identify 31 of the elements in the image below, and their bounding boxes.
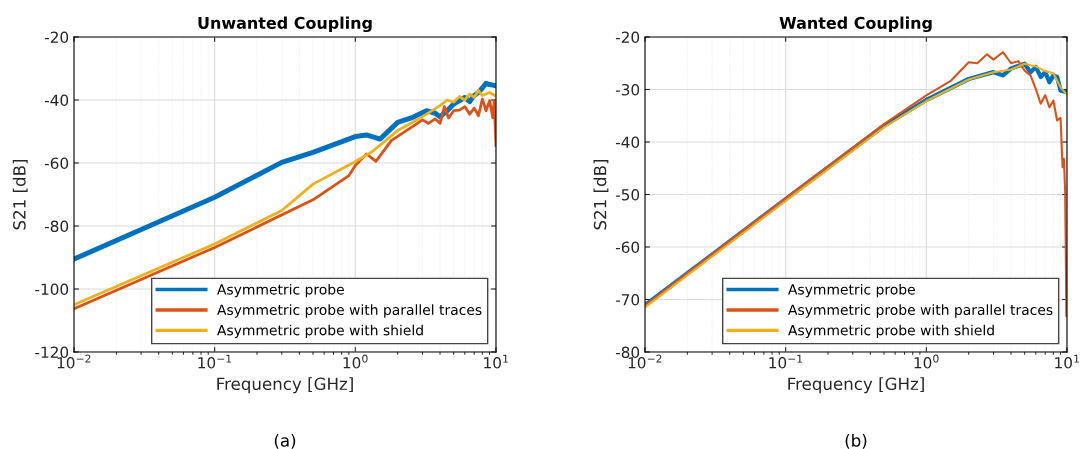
chart-title: Wanted Coupling [779,16,932,33]
y-tick-label: -80 [44,220,69,233]
x-tick-label: 10$^{1}$ [1055,354,1079,369]
y-tick-label: -60 [615,241,640,254]
y-axis-title: S21 [dB] [593,159,609,230]
x-tick-label: 10$^{0}$ [914,354,939,369]
x-tick-label: 10$^{1}$ [484,354,508,369]
x-axis-title: Frequency [GHz] [788,377,924,394]
text: (a) [274,433,296,449]
y-tick-label: -30 [615,83,640,96]
y-tick-label: -20 [44,31,69,44]
y-tick-label: -100 [35,283,69,296]
legend-label: Asymmetric probe with parallel traces [788,304,1053,318]
legend-label: Asymmetric probe [788,283,915,298]
x-axis-title: Frequency [GHz] [217,377,353,394]
y-tick-label: -40 [44,94,69,107]
legend-label: Asymmetric probe with shield [217,324,423,339]
y-tick-label: -20 [615,31,640,44]
x-tick-label: 10$^{−1}$ [198,354,232,369]
y-tick-label: -40 [615,136,640,149]
x-tick-label: 10$^{−1}$ [769,354,803,369]
legend-label: Asymmetric probe [217,283,344,298]
text: (b) [845,433,867,449]
chart-title: Unwanted Coupling [198,16,372,33]
legend-label: Asymmetric probe with shield [788,324,994,339]
x-tick-label: 10$^{0}$ [343,354,368,369]
y-tick-label: -70 [615,293,640,306]
legend-label: Asymmetric probe with parallel traces [217,304,482,318]
y-tick-label: -50 [615,188,640,201]
y-axis-title: S21 [dB] [12,159,28,230]
y-tick-label: -60 [44,157,69,170]
